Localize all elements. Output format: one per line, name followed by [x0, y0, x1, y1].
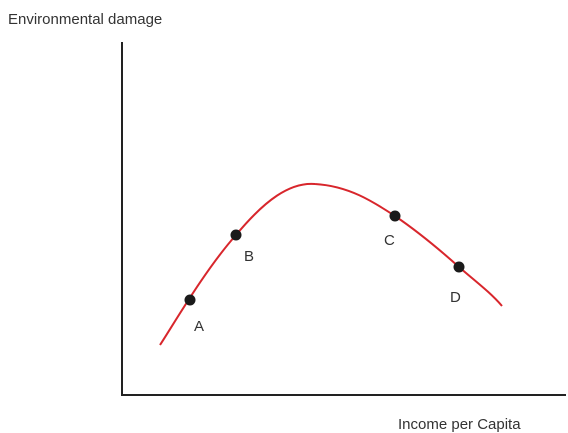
point: [389, 210, 401, 222]
curve: [159, 182, 503, 346]
point-label: C: [384, 232, 395, 249]
point: [230, 229, 242, 241]
point-label: D: [450, 289, 461, 306]
point: [184, 294, 196, 306]
x-axis-label: Income per Capita: [398, 416, 521, 433]
point-label: A: [194, 318, 204, 335]
y-axis-label: Environmental damage: [8, 11, 162, 28]
point-label: B: [244, 248, 254, 265]
point: [453, 261, 465, 273]
